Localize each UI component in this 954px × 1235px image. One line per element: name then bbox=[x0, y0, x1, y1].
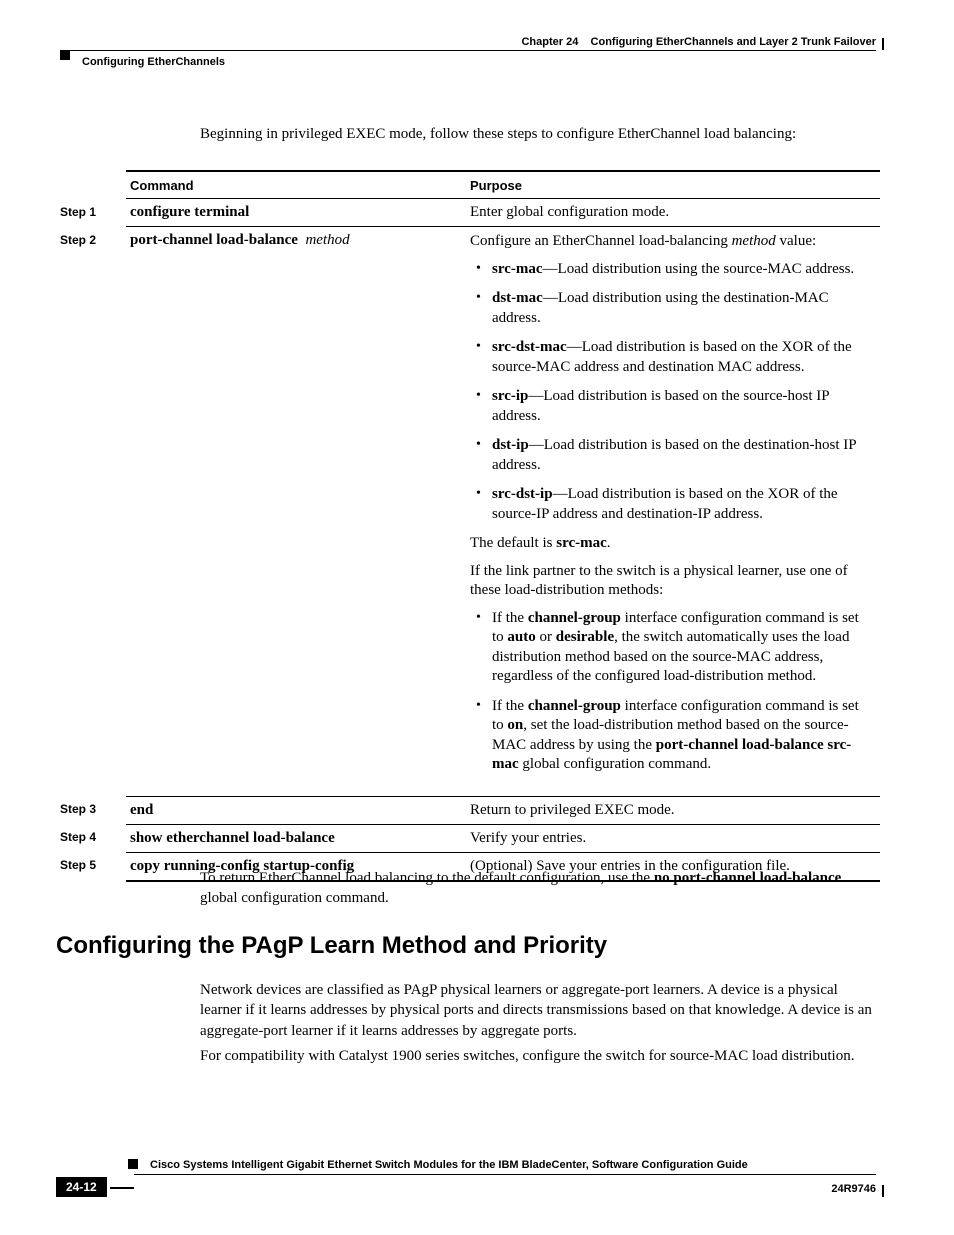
section-heading: Configuring the PAgP Learn Method and Pr… bbox=[56, 932, 607, 960]
followup-paragraph: To return EtherChannel load balancing to… bbox=[200, 868, 872, 909]
procedure-table: Command Purpose Step 1 configure termina… bbox=[56, 170, 880, 882]
text: auto bbox=[507, 629, 535, 645]
text: on bbox=[507, 717, 523, 733]
command-arg: method bbox=[305, 232, 349, 248]
purpose-text: Return to privileged EXEC mode. bbox=[466, 796, 880, 824]
opt-desc: —Load distribution is based on the desti… bbox=[492, 437, 856, 473]
text: To return EtherChannel load balancing to… bbox=[200, 870, 654, 886]
opt-desc: —Load distribution using the source-MAC … bbox=[543, 261, 855, 277]
text: Configure an EtherChannel load-balancing bbox=[470, 233, 732, 249]
chapter-title: Configuring EtherChannels and Layer 2 Tr… bbox=[591, 36, 876, 48]
list-item: If the channel-group interface configura… bbox=[492, 609, 874, 687]
text: The default is bbox=[470, 535, 556, 551]
opt-name: src-dst-mac bbox=[492, 339, 567, 355]
doc-number: 24R9746 bbox=[831, 1183, 876, 1195]
footer-rule bbox=[134, 1174, 876, 1175]
step-label: Step 3 bbox=[56, 796, 126, 824]
text: If the link partner to the switch is a p… bbox=[470, 562, 874, 601]
chapter-label: Chapter 24 bbox=[521, 36, 578, 48]
command-text: configure terminal bbox=[130, 204, 249, 220]
command-text: show etherchannel load-balance bbox=[130, 830, 335, 846]
intro-paragraph: Beginning in privileged EXEC mode, follo… bbox=[200, 124, 872, 144]
method-list: src-mac—Load distribution using the sour… bbox=[470, 260, 874, 525]
text: channel-group bbox=[528, 698, 621, 714]
body-paragraph: For compatibility with Catalyst 1900 ser… bbox=[200, 1046, 872, 1066]
text: or bbox=[536, 629, 556, 645]
opt-desc: —Load distribution is based on the sourc… bbox=[492, 388, 829, 424]
footer-dash-icon bbox=[110, 1187, 134, 1189]
text: src-mac bbox=[556, 535, 607, 551]
list-item: src-mac—Load distribution using the sour… bbox=[492, 260, 874, 280]
text: no port-channel load-balance bbox=[654, 870, 842, 886]
table-row: Step 2 port-channel load-balance method … bbox=[56, 227, 880, 797]
crop-tick-icon bbox=[882, 38, 884, 50]
crop-tick-icon bbox=[882, 1185, 884, 1197]
col-purpose: Purpose bbox=[466, 171, 880, 199]
list-item: dst-mac—Load distribution using the dest… bbox=[492, 289, 874, 328]
text: method bbox=[732, 233, 776, 249]
purpose-cell: Configure an EtherChannel load-balancing… bbox=[466, 227, 880, 797]
text: If the bbox=[492, 610, 528, 626]
header-rule bbox=[60, 50, 876, 51]
purpose-text: Verify your entries. bbox=[466, 824, 880, 852]
page: Chapter 24 Configuring EtherChannels and… bbox=[0, 0, 954, 1235]
text: . bbox=[607, 535, 611, 551]
running-header-left: Configuring EtherChannels bbox=[82, 56, 225, 68]
step-label: Step 1 bbox=[56, 199, 126, 227]
footer-book-title: Cisco Systems Intelligent Gigabit Ethern… bbox=[150, 1159, 748, 1171]
command-text: end bbox=[130, 802, 153, 818]
channel-group-list: If the channel-group interface configura… bbox=[470, 609, 874, 775]
opt-name: src-mac bbox=[492, 261, 543, 277]
list-item: src-dst-ip—Load distribution is based on… bbox=[492, 485, 874, 524]
text: channel-group bbox=[528, 610, 621, 626]
command-text: port-channel load-balance bbox=[130, 232, 298, 248]
opt-name: dst-mac bbox=[492, 290, 543, 306]
text: If the bbox=[492, 698, 528, 714]
list-item: If the channel-group interface configura… bbox=[492, 697, 874, 775]
table-row: Step 4 show etherchannel load-balance Ve… bbox=[56, 824, 880, 852]
table-header-row: Command Purpose bbox=[56, 171, 880, 199]
text: value: bbox=[776, 233, 816, 249]
list-item: src-ip—Load distribution is based on the… bbox=[492, 387, 874, 426]
text: global configuration command. bbox=[519, 756, 711, 772]
opt-name: src-ip bbox=[492, 388, 528, 404]
opt-name: src-dst-ip bbox=[492, 486, 553, 502]
list-item: dst-ip—Load distribution is based on the… bbox=[492, 436, 874, 475]
col-command: Command bbox=[126, 171, 466, 199]
table-row: Step 1 configure terminal Enter global c… bbox=[56, 199, 880, 227]
step-label: Step 2 bbox=[56, 227, 126, 797]
crop-mark-icon bbox=[60, 50, 70, 60]
table-row: Step 3 end Return to privileged EXEC mod… bbox=[56, 796, 880, 824]
page-number-badge: 24-12 bbox=[56, 1177, 107, 1197]
opt-desc: —Load distribution using the destination… bbox=[492, 290, 829, 326]
running-header-right: Chapter 24 Configuring EtherChannels and… bbox=[521, 36, 876, 48]
body-paragraph: Network devices are classified as PAgP p… bbox=[200, 980, 872, 1041]
text: global configuration command. bbox=[200, 890, 389, 906]
text: desirable bbox=[556, 629, 614, 645]
list-item: src-dst-mac—Load distribution is based o… bbox=[492, 338, 874, 377]
step-label: Step 4 bbox=[56, 824, 126, 852]
step-label: Step 5 bbox=[56, 852, 126, 881]
crop-mark-icon bbox=[128, 1159, 138, 1169]
purpose-text: Enter global configuration mode. bbox=[466, 199, 880, 227]
opt-name: dst-ip bbox=[492, 437, 529, 453]
